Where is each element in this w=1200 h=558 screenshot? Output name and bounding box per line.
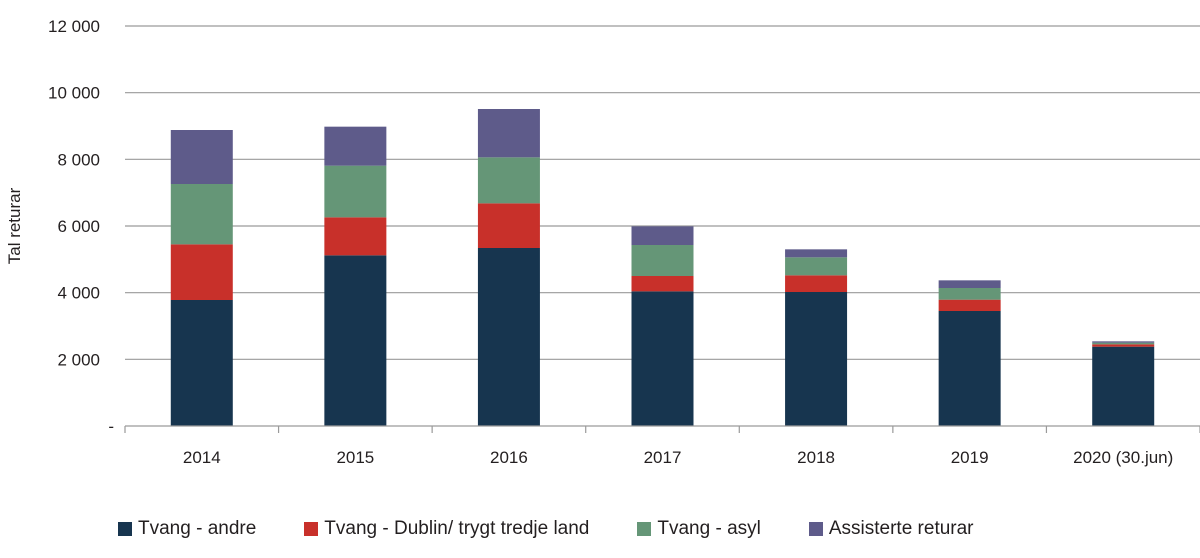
- bar-segment: [785, 249, 848, 258]
- x-axis-ticks: 2014 2015 2016 2017 2018 2019 2020 (30.jun): [183, 448, 1173, 467]
- bar-segment: [477, 157, 540, 204]
- y-tick-label: 12 000: [48, 17, 100, 36]
- bar-segment: [938, 280, 1001, 288]
- legend-swatch: [637, 522, 652, 536]
- bar-segment: [170, 184, 233, 245]
- y-tick-label: 8 000: [57, 150, 100, 169]
- x-tick-label: 2019: [951, 448, 989, 467]
- bar-segment: [324, 165, 387, 218]
- bar-segment: [631, 291, 694, 426]
- bar-segment: [1092, 341, 1155, 343]
- legend-label: Tvang - Dublin/ trygt tredje land: [324, 518, 590, 539]
- x-tick-label: 2016: [490, 448, 528, 467]
- bar-segment: [1092, 344, 1155, 347]
- legend-swatch: [808, 522, 823, 536]
- bar-segment: [631, 276, 694, 292]
- bar-segment: [477, 203, 540, 248]
- legend-label: Assisterte returar: [828, 518, 974, 539]
- bar-segment: [170, 300, 233, 426]
- bar-segment: [785, 292, 848, 426]
- y-axis-label: Tal returar: [5, 187, 24, 264]
- x-tick-label: 2020 (30.jun): [1073, 448, 1173, 467]
- y-tick-label: 4 000: [57, 284, 100, 303]
- y-tick-label: 10 000: [48, 84, 100, 103]
- bar-segment: [1092, 346, 1155, 426]
- x-tick-label: 2014: [183, 448, 221, 467]
- legend-swatch: [118, 522, 132, 536]
- bar-segment: [324, 126, 387, 166]
- bar-segment: [938, 299, 1001, 311]
- y-tick-label: 6 000: [57, 217, 100, 236]
- bar-segment: [631, 226, 694, 245]
- gridlines: [125, 25, 1200, 360]
- bar-segment: [938, 311, 1001, 426]
- bar-segment: [785, 257, 848, 276]
- x-tick-label: 2017: [644, 448, 682, 467]
- legend: Tvang - andre Tvang - Dublin/ trygt tredj…: [118, 518, 1022, 540]
- x-axis: [124, 425, 1200, 433]
- y-axis-ticks: - 2 000 4 000 6 000 8 000 10 000 12 000: [48, 17, 114, 436]
- bar-segment: [324, 255, 387, 426]
- legend-label: Tvang - andre: [138, 518, 257, 539]
- x-tick-label: 2015: [336, 448, 374, 467]
- y-tick-label: -: [108, 417, 114, 436]
- legend-swatch: [304, 522, 319, 536]
- bar-segment: [477, 109, 540, 158]
- bar-segment: [170, 130, 233, 184]
- legend-item: Tvang - asyl: [637, 518, 761, 540]
- legend-item: Assisterte returar: [808, 518, 974, 540]
- legend-item: Tvang - andre: [118, 518, 256, 540]
- bar-segment: [785, 275, 848, 292]
- legend-item: Tvang - Dublin/ trygt tredje land: [304, 518, 589, 540]
- bar-segment: [324, 217, 387, 256]
- bars: [170, 109, 1155, 426]
- bar-segment: [477, 248, 540, 426]
- y-tick-label: 2 000: [57, 350, 100, 369]
- bar-segment: [631, 245, 694, 276]
- x-tick-label: 2018: [797, 448, 835, 467]
- bar-segment: [938, 288, 1001, 300]
- bar-segment: [170, 244, 233, 300]
- legend-label: Tvang - asyl: [657, 518, 761, 539]
- bar-segment: [1092, 342, 1155, 345]
